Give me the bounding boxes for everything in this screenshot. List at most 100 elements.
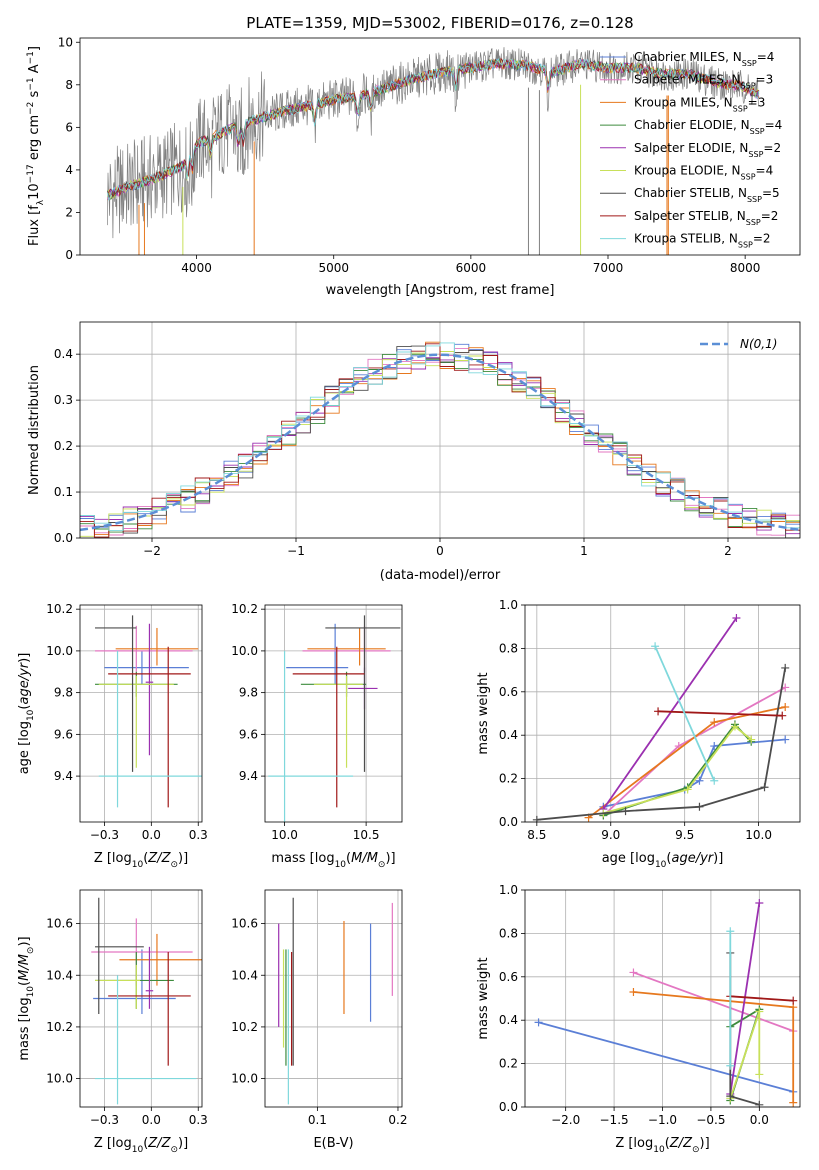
panel-mass-vs-ebv: 0.1 0.2 10.0 10.2 10.4 10.6 E(B-V) [231,889,408,1151]
y-tick-label: 10.4 [46,968,73,982]
axes-frame [79,604,203,823]
weight-marker [789,1098,798,1107]
weight-marker [755,1007,764,1016]
y-axis-label: Flux [fλ10−17 erg cm−2 s−1 A−1] [26,46,46,246]
x-tick-label: 7000 [593,261,624,275]
y-tick-label: 2 [65,205,73,219]
x-tick-label: 0.0 [142,828,161,842]
x-tick-label: 10.0 [745,828,772,842]
y-tick-label: 10.2 [231,602,258,616]
x-tick-label: 10.5 [353,828,380,842]
x-axis-label: mass [log10(M/M⊙)] [271,851,395,870]
panel-age-vs-Z: −0.3 0.0 0.3 9.4 9.6 9.8 10.0 10.2 Z [log10(Z/Z⊙… [17,602,208,870]
x-tick-label: 0.0 [142,1113,161,1127]
x-tick-label: −0.3 [90,828,119,842]
axes-frame [524,604,801,823]
weight-line [603,738,786,808]
weight-marker [781,702,790,711]
x-tick-label: 0.2 [388,1113,407,1127]
y-tick-label: 0.2 [499,772,518,786]
legend-entry: Salpeter STELIB, NSSP=2 [634,209,778,227]
plot-area-weight-vs-Z [534,899,798,1107]
weight-line [603,725,752,815]
weight-line [729,902,761,1095]
histogram-step [80,342,800,531]
x-tick-label: −1.0 [648,1113,677,1127]
y-tick-label: 10.2 [231,1020,258,1034]
x-axis-label: E(B-V) [313,1136,353,1151]
y-tick-label: 0.1 [54,485,73,499]
y-tick-label: 10.0 [231,644,258,658]
y-tick-label: 0.4 [499,728,518,742]
x-axis-label: Z [log10(Z/Z⊙)] [94,1136,188,1155]
axes-frame [79,37,801,256]
y-tick-label: 0.4 [499,1013,518,1027]
y-tick-label: 0.2 [54,439,73,453]
weight-line [602,686,786,817]
y-tick-label: 10.0 [46,644,73,658]
weight-marker [789,996,798,1005]
y-axis-label: mass [log10(M/M⊙)] [17,936,36,1060]
weight-marker [651,642,660,651]
x-axis-label: Z [log10(Z/Z⊙)] [94,851,188,870]
plot-area-age-vs-mass [268,615,401,822]
weight-marker [629,968,638,977]
weight-marker [730,722,739,731]
weight-marker [781,663,790,672]
x-axis-label: age [log10(age/yr)] [602,851,724,870]
x-axis-label: (data-model)/error [380,568,501,583]
x-tick-label: 4000 [181,261,212,275]
x-tick-label: 0.3 [189,828,208,842]
plot-area-spectrum [107,47,760,255]
x-axis-label: Z [log10(Z/Z⊙)] [615,1136,709,1155]
weight-marker [621,807,630,816]
x-tick-label: −2.0 [551,1113,580,1127]
y-tick-label: 9.6 [54,727,73,741]
x-tick-label: 0 [436,544,444,558]
y-tick-label: 8 [65,78,73,92]
x-tick-label: 0.1 [308,1113,327,1127]
weight-marker [726,927,735,936]
axes-frame [79,321,801,539]
y-tick-label: 0 [65,248,73,262]
y-tick-label: 10.4 [231,968,258,982]
plot-area-mass-vs-ebv [278,897,393,1105]
y-tick-label: 0.6 [499,970,518,984]
normal-curve [80,353,800,532]
x-tick-label: 9.0 [601,828,620,842]
x-tick-label: −0.5 [696,1113,725,1127]
y-tick-label: 10.2 [46,1020,73,1034]
y-axis-label: mass weight [476,957,491,1039]
weight-marker [710,776,719,785]
x-tick-label: 8.5 [527,828,546,842]
y-tick-label: 0.2 [499,1057,518,1071]
weight-line [633,971,794,1032]
weight-marker [760,783,769,792]
weight-marker [726,1061,735,1070]
y-tick-label: 0.8 [499,926,518,940]
y-tick-label: 10.6 [46,917,73,931]
weight-line [538,1021,794,1093]
weight-marker [747,735,756,744]
weight-marker [532,815,541,822]
plot-area-mass-vs-Z [91,897,202,1105]
y-tick-label: 6 [65,120,73,134]
x-tick-label: −2 [143,544,161,558]
axes-frame [79,889,203,1108]
plot-area-weight-vs-age [532,614,790,822]
legend: Chabrier MILES, NSSP=4 Salpeter MILES, NS… [600,50,782,249]
legend-entry: Chabrier ELODIE, NSSP=4 [634,118,782,136]
plot-area-residuals [80,341,800,538]
y-tick-label: 9.8 [54,686,73,700]
x-axis-label: wavelength [Angstrom, rest frame] [326,283,555,298]
legend-entry: N(0,1) [740,337,777,351]
legend-entry: Chabrier MILES, NSSP=4 [634,50,774,68]
weight-line [654,645,716,782]
legend-entry: Kroupa ELODIE, NSSP=4 [634,164,773,182]
x-tick-label: 6000 [456,261,487,275]
y-tick-label: 0.8 [499,641,518,655]
y-axis-label: Normed distribution [27,365,42,495]
y-tick-label: 10.0 [231,1072,258,1086]
y-tick-label: 10.6 [231,917,258,931]
